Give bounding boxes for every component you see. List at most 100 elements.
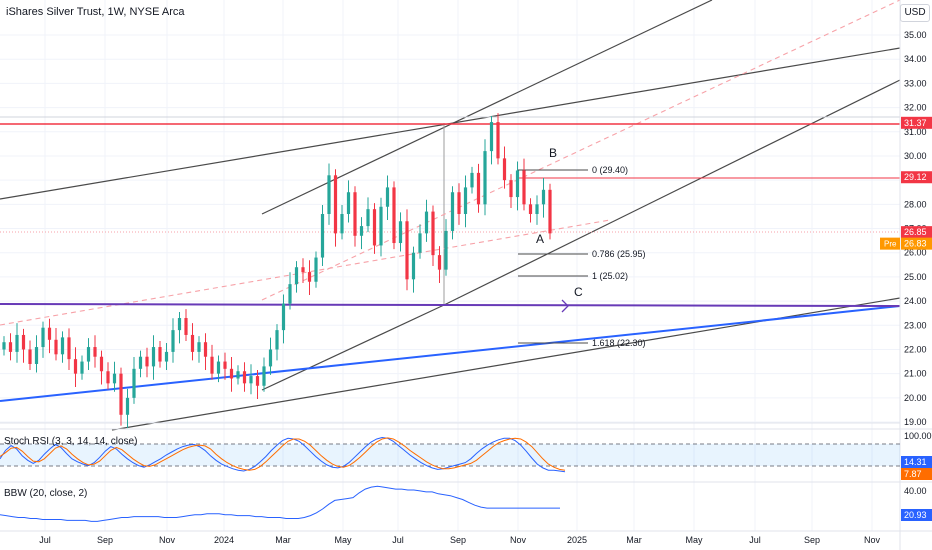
candle[interactable] [541, 177, 546, 218]
candle[interactable] [184, 309, 188, 342]
candle[interactable] [99, 350, 104, 385]
candle[interactable] [418, 224, 422, 259]
candle[interactable] [54, 327, 58, 361]
purple-support-line[interactable] [0, 303, 901, 307]
candle[interactable] [405, 209, 409, 291]
candle[interactable] [314, 251, 318, 288]
annotation-c[interactable]: C [574, 285, 583, 299]
candle[interactable] [535, 195, 539, 225]
candle[interactable] [509, 174, 513, 208]
candle[interactable] [301, 258, 305, 283]
blue-trend-line[interactable] [0, 305, 901, 402]
candle[interactable] [496, 113, 500, 165]
candle[interactable] [112, 361, 117, 392]
candle[interactable] [210, 344, 214, 380]
candle[interactable] [125, 388, 130, 429]
candle[interactable] [21, 328, 26, 363]
drawing-layer[interactable]: 0 (29.40) 0.786 (25.95) 1 (25.02) 1.618 … [0, 0, 901, 431]
candle[interactable] [288, 272, 292, 310]
candle[interactable] [372, 203, 377, 254]
candle[interactable] [138, 350, 143, 378]
candle[interactable] [489, 116, 494, 165]
candle[interactable] [346, 180, 351, 223]
candle[interactable] [359, 217, 364, 250]
candle[interactable] [294, 261, 299, 293]
candle[interactable] [353, 186, 357, 247]
annotation-a[interactable]: A [536, 232, 544, 246]
candle[interactable] [171, 318, 175, 363]
candle[interactable] [268, 337, 273, 375]
candle[interactable] [73, 347, 78, 387]
candle[interactable] [476, 163, 481, 213]
candle[interactable] [47, 318, 52, 354]
stoch-d-line[interactable] [0, 437, 566, 471]
candle[interactable] [80, 355, 84, 380]
candle[interactable] [327, 163, 331, 225]
candle[interactable] [2, 336, 6, 356]
candle[interactable] [249, 364, 253, 395]
candle[interactable] [86, 338, 91, 371]
candle[interactable] [216, 355, 221, 383]
candlestick-series[interactable] [2, 113, 552, 429]
bbw-label[interactable]: BBW (20, close, 2) [4, 488, 88, 499]
candle[interactable] [223, 352, 227, 380]
candle[interactable] [548, 183, 552, 240]
stoch-k-line[interactable] [0, 436, 566, 473]
candle[interactable] [379, 197, 383, 257]
annotation-b[interactable]: B [549, 146, 557, 160]
candle[interactable] [8, 333, 13, 361]
candle[interactable] [255, 370, 260, 400]
candle[interactable] [385, 175, 390, 221]
candle[interactable] [437, 246, 442, 283]
candle[interactable] [444, 219, 448, 276]
candle[interactable] [392, 181, 396, 250]
candle[interactable] [197, 336, 201, 363]
candle[interactable] [236, 365, 240, 385]
candle[interactable] [522, 158, 526, 211]
candle[interactable] [424, 199, 429, 242]
candle[interactable] [262, 357, 266, 392]
candle[interactable] [67, 328, 71, 371]
candle[interactable] [151, 335, 156, 380]
candle[interactable] [320, 205, 325, 267]
candle[interactable] [132, 356, 136, 404]
candle[interactable] [119, 367, 123, 426]
time-axis[interactable]: Jul Sep Nov 2024 Mar May Jul Sep Nov 2025 Mar May Ju… [39, 535, 880, 545]
bbw-line[interactable] [0, 485, 560, 522]
candle[interactable] [158, 341, 162, 368]
candle[interactable] [411, 246, 416, 293]
candle[interactable] [333, 169, 338, 247]
candle[interactable] [515, 161, 520, 211]
candle[interactable] [450, 186, 455, 240]
candle[interactable] [470, 166, 474, 194]
candle[interactable] [528, 198, 533, 223]
candle[interactable] [177, 311, 182, 344]
candle[interactable] [463, 175, 468, 228]
candle[interactable] [281, 294, 286, 344]
dashed-trend-line-1[interactable] [0, 219, 611, 326]
candle[interactable] [106, 362, 110, 390]
candle[interactable] [340, 205, 344, 240]
candle[interactable] [93, 335, 97, 368]
candle[interactable] [60, 331, 65, 363]
candle[interactable] [190, 323, 195, 361]
candle[interactable] [502, 146, 507, 189]
candle[interactable] [41, 321, 45, 358]
candle[interactable] [34, 335, 39, 373]
candle[interactable] [203, 333, 208, 371]
candle[interactable] [28, 340, 32, 371]
candle[interactable] [164, 342, 169, 371]
dashed-trend-line-2[interactable] [261, 0, 901, 301]
candle[interactable] [366, 197, 370, 233]
candle[interactable] [483, 139, 487, 216]
candle[interactable] [307, 260, 312, 296]
candle[interactable] [15, 323, 19, 363]
candle[interactable] [398, 212, 403, 252]
candle[interactable] [229, 356, 234, 392]
candle[interactable] [457, 183, 461, 225]
candle[interactable] [145, 347, 149, 378]
channel-short-lower-line[interactable] [261, 304, 445, 391]
stoch-rsi-label[interactable]: Stoch RSI (3, 3, 14, 14, close) [4, 436, 138, 447]
currency-button[interactable]: USD [900, 4, 930, 22]
